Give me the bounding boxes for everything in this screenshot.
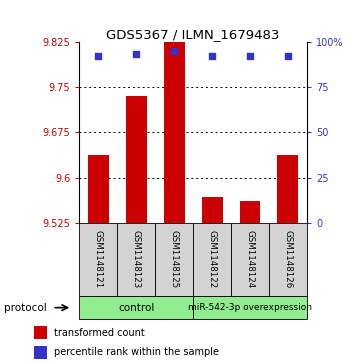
Point [247, 53, 253, 59]
Bar [193, 223, 231, 296]
Text: GSM1148123: GSM1148123 [132, 231, 141, 289]
Bar [278, 155, 298, 223]
Bar [202, 197, 222, 223]
Bar [231, 223, 269, 296]
Bar [79, 223, 117, 296]
Text: protocol: protocol [4, 303, 46, 313]
Bar [164, 42, 184, 223]
Point [285, 53, 291, 59]
Bar [117, 223, 155, 296]
Point [133, 52, 139, 57]
Text: GSM1148122: GSM1148122 [208, 231, 217, 289]
Text: GSM1148124: GSM1148124 [245, 231, 255, 289]
Text: GSM1148125: GSM1148125 [170, 231, 179, 289]
Title: GDS5367 / ILMN_1679483: GDS5367 / ILMN_1679483 [106, 28, 280, 41]
Bar [240, 201, 260, 223]
Bar [34, 346, 47, 359]
Text: control: control [118, 303, 155, 313]
Text: GSM1148126: GSM1148126 [283, 231, 292, 289]
Text: miR-542-3p overexpression: miR-542-3p overexpression [188, 303, 312, 312]
Text: percentile rank within the sample: percentile rank within the sample [54, 347, 219, 357]
Bar [126, 96, 147, 223]
Bar [193, 296, 307, 319]
Bar [88, 155, 109, 223]
Point [171, 48, 177, 54]
Point [209, 53, 215, 59]
Text: GSM1148121: GSM1148121 [94, 231, 103, 289]
Bar [34, 326, 47, 339]
Bar [269, 223, 307, 296]
Point [95, 53, 101, 59]
Text: transformed count: transformed count [54, 327, 144, 338]
Bar [79, 296, 193, 319]
Bar [155, 223, 193, 296]
